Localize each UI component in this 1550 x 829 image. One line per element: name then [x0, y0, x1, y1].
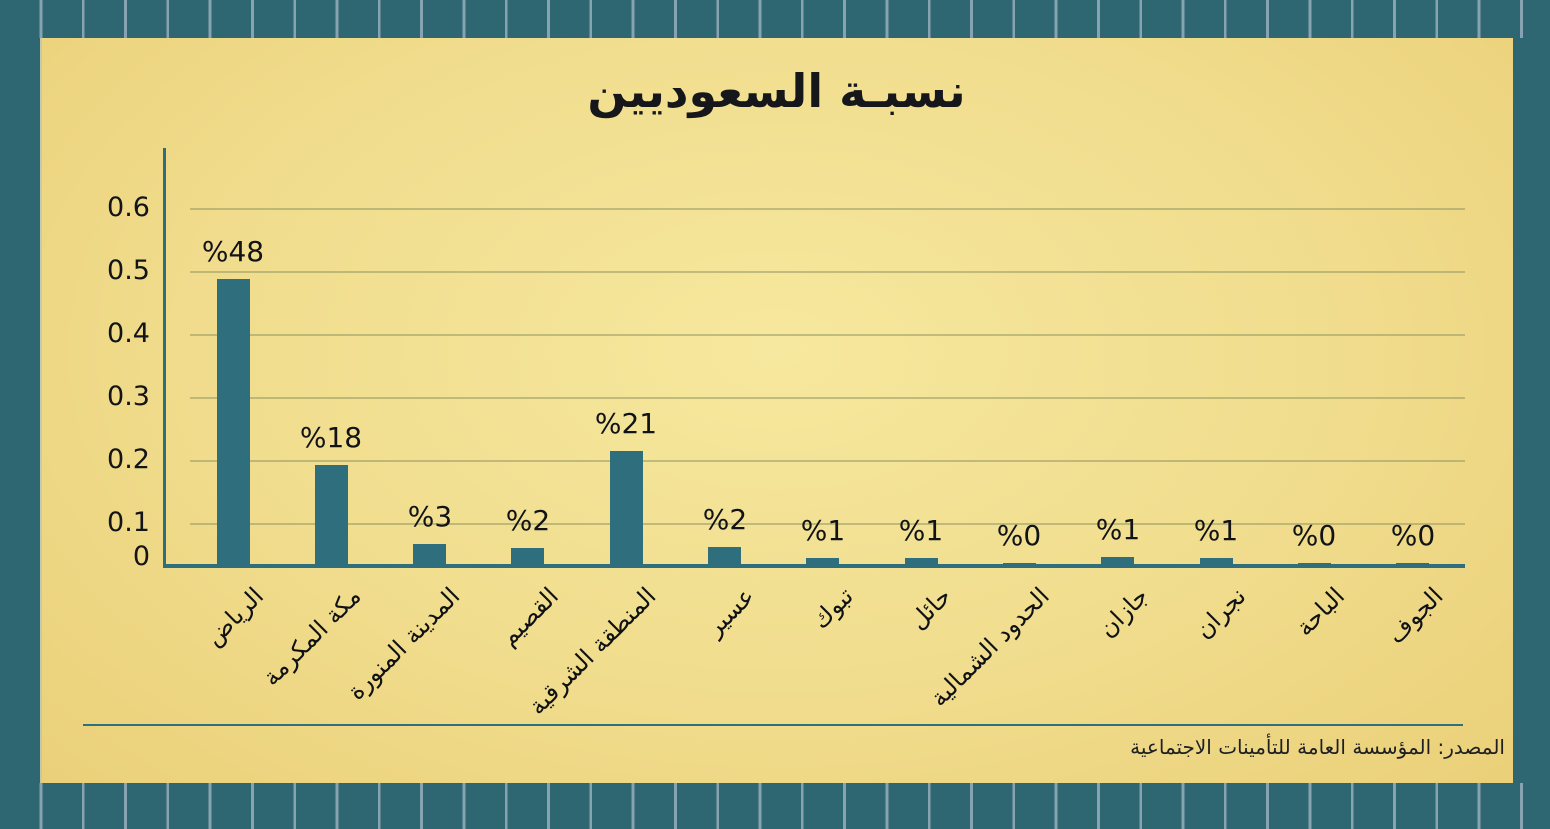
x-category-label: نجران	[1189, 582, 1252, 645]
chart-title: نسبـة السعوديين	[587, 64, 966, 118]
gridline	[190, 271, 1465, 273]
y-tick-label: 0.2	[107, 444, 150, 475]
x-category-label: حائل	[903, 582, 957, 636]
bar-value-label: %18	[299, 421, 363, 454]
y-axis-line	[163, 148, 166, 568]
y-tick-label: 0	[132, 541, 150, 572]
x-category-label: الجوف	[1381, 582, 1449, 649]
bar	[1003, 563, 1036, 566]
bar-value-label: %0	[1291, 519, 1337, 552]
x-category-label: جازان	[1092, 582, 1154, 643]
bar	[1101, 557, 1134, 566]
bar	[610, 451, 643, 566]
frame-left-border	[0, 38, 40, 783]
bar	[1396, 563, 1429, 566]
bar	[413, 544, 446, 566]
bar-value-label: %1	[1095, 513, 1141, 546]
gridline	[190, 208, 1465, 210]
y-tick-label: 0.5	[107, 255, 150, 286]
y-tick-label: 0.4	[107, 318, 150, 349]
bar-value-label: %3	[407, 500, 453, 533]
frame-bottom-stripes	[0, 783, 1550, 829]
x-category-label: عسير	[700, 582, 760, 642]
bar-value-label: %2	[505, 504, 551, 537]
bar-value-label: %1	[898, 514, 944, 547]
bar	[217, 279, 250, 566]
bar	[806, 558, 839, 566]
source-divider-line	[83, 724, 1463, 726]
x-category-label: الباحة	[1290, 582, 1350, 642]
y-tick-label: 0.6	[107, 192, 150, 223]
bar	[905, 558, 938, 566]
bar-value-label: %1	[800, 514, 846, 547]
bar	[1298, 563, 1331, 566]
gridline	[190, 460, 1465, 462]
x-category-label: الرياض	[199, 582, 269, 652]
x-axis-line	[163, 564, 1465, 568]
gridline	[190, 397, 1465, 399]
frame-top-stripes	[0, 0, 1550, 38]
x-category-label: القصيم	[494, 582, 564, 652]
bar	[315, 465, 348, 566]
bar	[1200, 558, 1233, 566]
frame-right-border	[1513, 38, 1550, 783]
bar-value-label: %0	[1390, 519, 1436, 552]
source-text: المصدر: المؤسسة العامة للتأمينات الاجتما…	[1130, 735, 1505, 759]
y-tick-label: 0.3	[107, 381, 150, 412]
x-category-label: مكة المكرمة	[257, 582, 367, 692]
bar-value-label: %2	[702, 503, 748, 536]
bar-value-label: %21	[594, 407, 658, 440]
bar-value-label: %0	[996, 519, 1042, 552]
gridline	[190, 334, 1465, 336]
bar	[708, 547, 741, 566]
bar-value-label: %1	[1193, 514, 1239, 547]
bar	[511, 548, 544, 566]
bar-value-label: %48	[201, 235, 265, 268]
gridline	[190, 523, 1465, 525]
y-tick-label: 0.1	[107, 507, 150, 538]
x-category-label: تبوك	[806, 582, 859, 635]
panel-background	[40, 38, 1513, 783]
